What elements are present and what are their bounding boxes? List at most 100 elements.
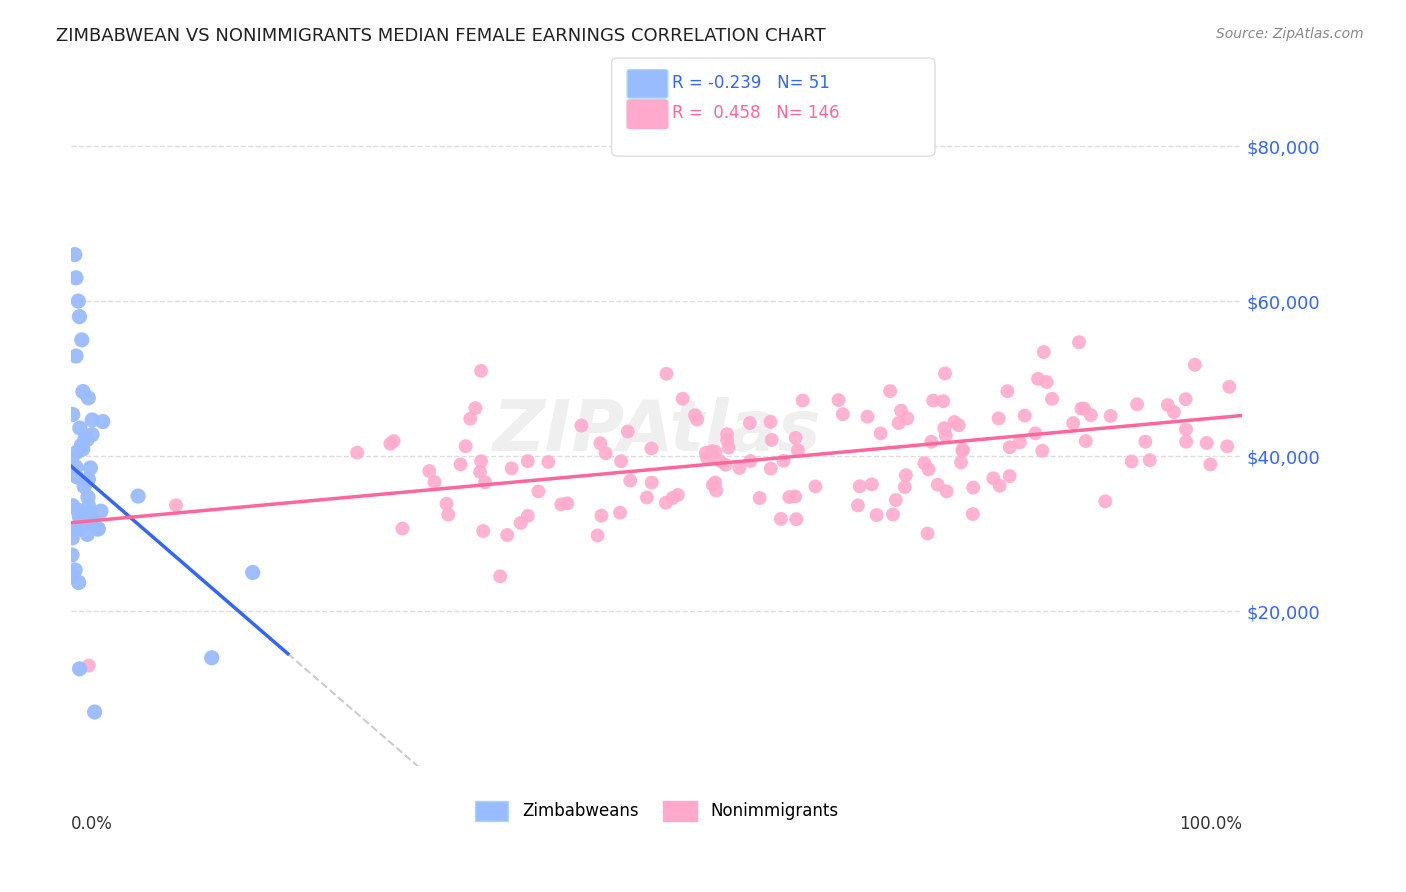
Legend: Zimbabweans, Nonimmigrants: Zimbabweans, Nonimmigrants: [468, 794, 845, 828]
Point: [537, 455, 560, 469]
Point: [848, 479, 870, 493]
Point: [472, 524, 495, 538]
Point: [60, 548, 83, 562]
Point: [77, 658, 100, 673]
Point: [69, 510, 91, 524]
Point: [1094, 494, 1116, 508]
Text: ZIMBABWEAN VS NONIMMIGRANTS MEDIAN FEMALE EARNINGS CORRELATION CHART: ZIMBABWEAN VS NONIMMIGRANTS MEDIAN FEMAL…: [56, 27, 825, 45]
Point: [63, 563, 86, 577]
Point: [423, 475, 446, 489]
Point: [1184, 358, 1206, 372]
Point: [616, 425, 638, 439]
Point: [998, 469, 1021, 483]
Point: [686, 412, 709, 426]
Point: [935, 428, 957, 442]
Point: [912, 456, 935, 470]
Point: [555, 496, 578, 510]
Point: [65, 271, 87, 285]
Point: [346, 445, 368, 459]
Point: [917, 526, 939, 541]
Point: [72, 442, 94, 456]
Point: [738, 416, 761, 430]
Point: [80, 427, 103, 442]
Point: [1175, 434, 1198, 449]
Point: [65, 460, 87, 475]
Point: [1040, 392, 1063, 406]
Point: [661, 491, 683, 505]
Point: [1216, 439, 1239, 453]
Point: [890, 403, 912, 417]
Point: [72, 511, 94, 525]
Point: [69, 662, 91, 676]
Point: [436, 497, 458, 511]
Point: [516, 508, 538, 523]
Point: [76, 527, 98, 541]
Point: [62, 408, 84, 422]
Point: [934, 421, 956, 435]
Point: [927, 477, 949, 491]
Point: [75, 431, 97, 445]
Point: [70, 438, 93, 452]
Point: [952, 443, 974, 458]
Point: [1135, 434, 1157, 449]
Point: [382, 434, 405, 448]
Point: [586, 528, 609, 542]
Point: [516, 454, 538, 468]
Point: [91, 415, 114, 429]
Point: [60, 531, 83, 545]
Point: [82, 514, 104, 528]
Point: [67, 575, 90, 590]
Text: Source: ZipAtlas.com: Source: ZipAtlas.com: [1216, 27, 1364, 41]
Point: [894, 468, 917, 483]
Point: [769, 512, 792, 526]
Point: [1067, 335, 1090, 350]
Point: [201, 650, 224, 665]
Point: [759, 461, 782, 475]
Point: [77, 499, 100, 513]
Point: [1199, 458, 1222, 472]
Point: [60, 451, 83, 466]
Point: [1121, 454, 1143, 468]
Point: [655, 367, 678, 381]
Point: [860, 477, 883, 491]
Point: [67, 310, 90, 324]
Point: [76, 433, 98, 447]
Point: [527, 484, 550, 499]
Point: [489, 569, 512, 583]
Point: [1175, 422, 1198, 436]
Point: [1070, 401, 1092, 416]
Point: [934, 367, 956, 381]
Point: [66, 445, 89, 459]
Point: [496, 528, 519, 542]
Point: [571, 418, 593, 433]
Point: [786, 443, 808, 458]
Point: [695, 446, 717, 460]
Point: [380, 436, 402, 450]
Point: [641, 475, 664, 490]
Point: [827, 393, 849, 408]
Point: [470, 364, 492, 378]
Point: [716, 433, 738, 447]
Point: [785, 431, 807, 445]
Point: [728, 461, 751, 475]
Point: [73, 479, 96, 493]
Point: [935, 484, 957, 499]
Point: [987, 411, 1010, 425]
Point: [1074, 434, 1097, 448]
Point: [696, 450, 718, 465]
Point: [1099, 409, 1122, 423]
Point: [454, 439, 477, 453]
Point: [952, 442, 974, 457]
Point: [65, 349, 87, 363]
Point: [884, 493, 907, 508]
Point: [943, 415, 966, 429]
Point: [988, 479, 1011, 493]
Point: [1218, 380, 1240, 394]
Point: [501, 461, 523, 475]
Point: [1163, 405, 1185, 419]
Point: [67, 508, 90, 522]
Point: [610, 454, 633, 468]
Point: [90, 504, 112, 518]
Point: [894, 480, 917, 494]
Point: [62, 569, 84, 583]
